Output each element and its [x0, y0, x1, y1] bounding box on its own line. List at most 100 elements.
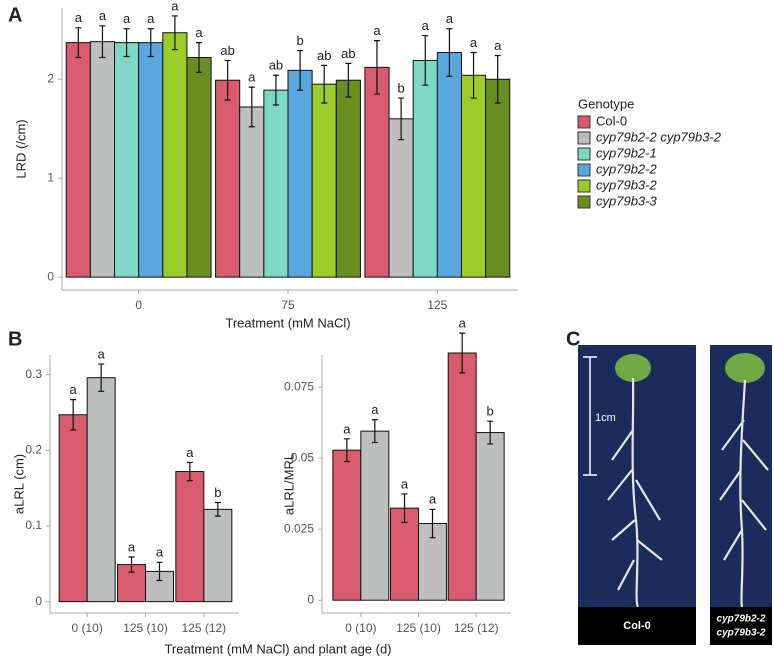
significance-letter: a — [248, 70, 256, 85]
x-axis-label: Treatment (mM NaCl) — [225, 315, 350, 330]
panel-label: C — [566, 328, 580, 350]
x-tick-label: 125 (12) — [454, 621, 499, 635]
bar — [332, 449, 362, 601]
bar — [475, 432, 505, 601]
panel-label: B — [8, 328, 22, 350]
caption: cyp79b3-2 — [717, 628, 766, 639]
bar — [203, 508, 233, 603]
error-bar — [321, 64, 328, 104]
y-axis-label: aLRL/MRL — [281, 453, 296, 515]
x-tick-label: 0 (10) — [345, 621, 376, 635]
error-bar — [123, 28, 130, 58]
error-bar — [487, 420, 494, 445]
significance-letter: a — [147, 11, 155, 26]
bar — [114, 42, 140, 278]
legend-label: cyp79b2-1 — [596, 145, 657, 160]
y-tick-label: 0.025 — [284, 521, 314, 535]
bar — [239, 106, 265, 278]
error-bar — [470, 51, 477, 99]
error-bar — [494, 54, 501, 104]
bar — [162, 32, 188, 278]
caption-box — [710, 607, 772, 645]
legend-label: cyp79b3-2 — [596, 177, 657, 192]
legend-swatch — [577, 179, 591, 193]
y-tick-label: 1 — [47, 170, 54, 184]
error-bar — [196, 42, 203, 73]
scale-label: 1cm — [595, 412, 616, 424]
error-bar — [272, 74, 279, 106]
y-tick-label: 0.3 — [25, 367, 42, 381]
legend-swatch — [577, 131, 591, 145]
bar — [311, 83, 337, 278]
bar — [86, 377, 116, 603]
significance-letter: ab — [341, 46, 355, 61]
legend-swatch — [577, 115, 591, 129]
significance-letter: a — [470, 35, 478, 50]
significance-letter: a — [171, 0, 179, 13]
significance-letter: b — [296, 33, 303, 48]
significance-letter: a — [123, 11, 131, 26]
significance-letter: a — [401, 476, 409, 491]
significance-letter: a — [75, 10, 83, 25]
root — [631, 377, 640, 608]
significance-letter: a — [494, 38, 502, 53]
bar — [388, 118, 414, 278]
bar — [418, 522, 447, 601]
bar — [360, 430, 390, 601]
bar — [89, 41, 116, 278]
significance-letter: a — [446, 11, 454, 26]
error-bar — [459, 332, 466, 374]
y-tick-label: 0.05 — [291, 450, 315, 464]
significance-letter: a — [128, 539, 136, 554]
y-tick-label: 0 — [35, 594, 42, 608]
legend-label: Col-0 — [596, 113, 627, 128]
error-bar — [429, 508, 436, 539]
x-axis-label: Treatment (mM NaCl) and plant age (d) — [164, 641, 391, 656]
error-bar — [70, 399, 77, 431]
error-bar — [398, 97, 405, 141]
x-tick-label: 125 — [427, 298, 447, 312]
error-bar — [345, 62, 352, 98]
bar — [447, 352, 477, 601]
bar — [287, 69, 313, 278]
error-bar — [98, 363, 105, 392]
bar — [412, 59, 438, 278]
legend-label: cyp79b2-2 cyp79b3-2 — [596, 129, 722, 144]
legend-swatch — [577, 147, 591, 161]
cotyledon — [615, 354, 651, 382]
bar — [186, 56, 212, 278]
x-tick-label: 125 (12) — [181, 621, 226, 635]
error-bar — [171, 15, 178, 51]
bar — [335, 79, 361, 278]
error-bar — [401, 493, 408, 523]
bar — [175, 471, 205, 603]
y-tick-label: 0.2 — [25, 443, 42, 457]
significance-letter: b — [487, 404, 494, 419]
bar — [263, 89, 289, 278]
bar — [460, 74, 487, 278]
bar — [485, 78, 511, 278]
bar — [65, 42, 91, 278]
error-bar — [156, 561, 163, 582]
significance-letter: b — [398, 80, 405, 95]
significance-letter: a — [429, 492, 437, 507]
caption-box — [578, 607, 696, 645]
legend-label: cyp79b3-3 — [596, 193, 657, 208]
y-tick-label: 2 — [47, 71, 54, 85]
error-bar — [186, 461, 193, 482]
significance-letter: b — [214, 485, 221, 500]
significance-letter: a — [459, 316, 467, 331]
caption: cyp79b2-2 — [717, 614, 766, 625]
significance-letter: a — [195, 25, 203, 40]
lateral-roots — [719, 419, 769, 561]
lateral-roots — [607, 429, 663, 591]
significance-letter: a — [98, 347, 106, 362]
x-tick-label: 75 — [281, 298, 295, 312]
x-tick-label: 125 (10) — [123, 621, 168, 635]
error-bar — [248, 86, 255, 128]
significance-letter: a — [371, 402, 379, 417]
legend-title: Genotype — [578, 96, 634, 111]
x-tick-label: 0 — [135, 298, 142, 312]
significance-letter: a — [186, 445, 194, 460]
